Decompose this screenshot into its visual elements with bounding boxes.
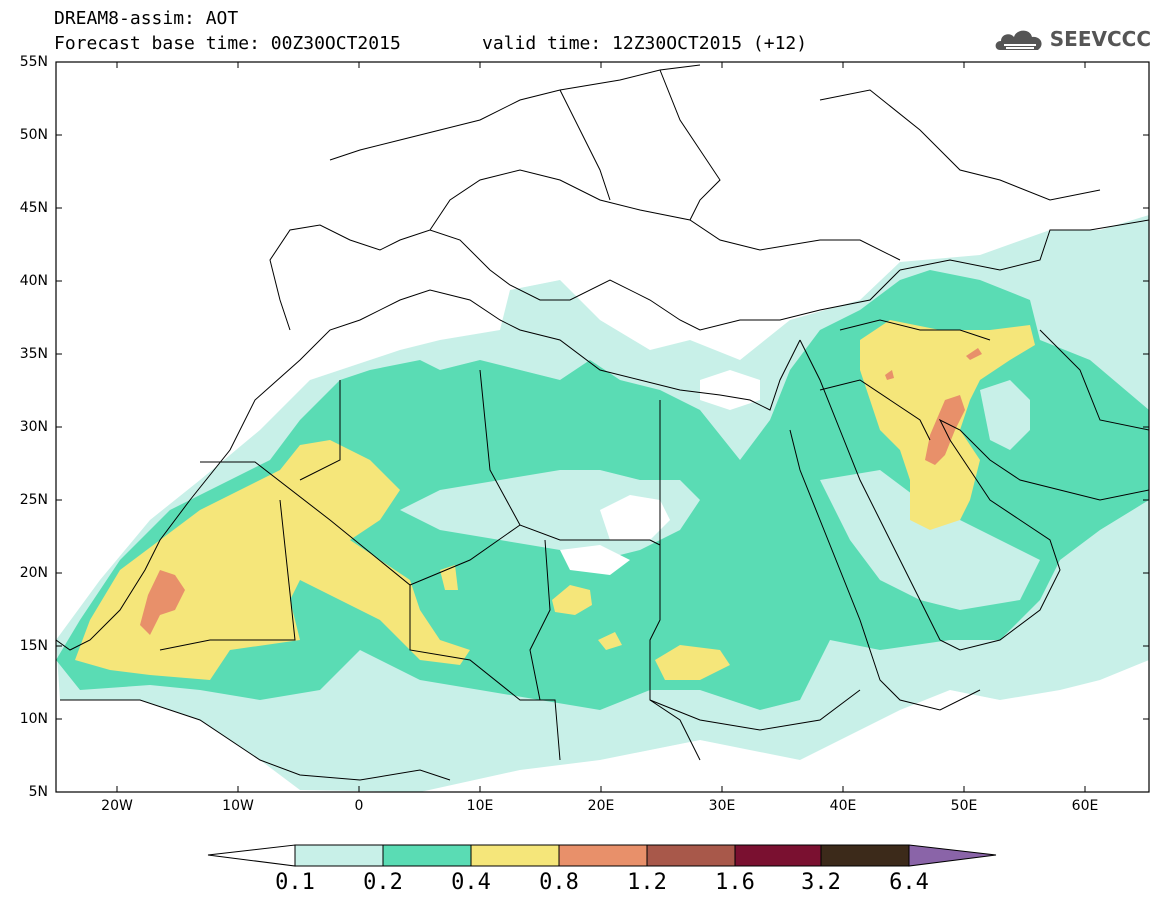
- lon-label: 50E: [950, 798, 978, 814]
- aot-white-patch-1: [600, 495, 670, 540]
- lon-label: 20E: [587, 798, 615, 814]
- border-sahara-3: [409, 585, 561, 761]
- colorbar-low-arrow: [207, 844, 296, 867]
- aot-level-0.8-region-iran: [966, 348, 982, 360]
- colorbar-label: 6.4: [889, 870, 929, 895]
- lat-label: 40N: [19, 273, 48, 289]
- coastline-west-africa: [56, 289, 801, 651]
- border-mideast-4: [1039, 329, 1149, 431]
- lat-label: 55N: [19, 54, 48, 70]
- colorbar-swatch-3.2: [820, 844, 910, 867]
- map-ticks: [56, 61, 1149, 792]
- lon-label: 20W: [101, 798, 133, 814]
- coastline-red-sea: [789, 429, 981, 711]
- colorbar-swatch-0.1: [294, 844, 384, 867]
- border-sahara-2: [159, 499, 296, 651]
- colorbar-label: 3.2: [801, 870, 841, 895]
- lat-label: 35N: [19, 346, 48, 362]
- colorbar-high-arrow: [908, 844, 997, 867]
- coastline-gulf: [799, 339, 1149, 651]
- border-sahara-6: [479, 369, 521, 526]
- border-africa-south: [649, 689, 861, 731]
- colorbar-label: 1.6: [715, 870, 755, 895]
- lat-label: 30N: [19, 419, 48, 435]
- lon-label: 60E: [1071, 798, 1099, 814]
- lon-label: 40E: [829, 798, 857, 814]
- aot-level-0.4-region-sudan: [655, 645, 730, 680]
- aot-level-0.4-region-niger: [440, 565, 458, 590]
- aot-white-patch-2: [700, 370, 760, 410]
- aot-white-patch-3: [560, 545, 630, 575]
- aot-level-0.8-region-syria: [885, 370, 894, 380]
- colorbar-swatch-0.2: [382, 844, 472, 867]
- logo-text: SEEVCCC: [1049, 27, 1151, 51]
- lat-label: 45N: [19, 200, 48, 216]
- lat-label: 25N: [19, 492, 48, 508]
- title-valid-time: valid time: 12Z30OCT2015 (+12): [482, 33, 808, 54]
- coastline-europe: [269, 224, 901, 331]
- aot-fields: [56, 215, 1149, 792]
- lon-label: 30E: [708, 798, 736, 814]
- border-europe-1: [329, 64, 701, 161]
- colorbar-swatch-1.2: [646, 844, 736, 867]
- aot-level-0.4-region-chad: [552, 585, 592, 615]
- colorbar-swatch-0.8: [558, 844, 648, 867]
- seevccc-logo: SEEVCCC: [992, 22, 1151, 56]
- colorbar-label: 0.4: [451, 870, 491, 895]
- border-sahara-1: [200, 461, 661, 586]
- coastlines: [56, 64, 1149, 781]
- colorbar-label: 0.8: [539, 870, 579, 895]
- aot-level-0.8-region-west: [140, 570, 185, 635]
- colorbar-label: 0.1: [275, 870, 315, 895]
- aot-light-patch-3: [980, 380, 1030, 450]
- title-line-1: DREAM8-assim: AOT: [54, 8, 239, 29]
- aot-light-patch-2: [820, 470, 1040, 610]
- lon-label: 10E: [466, 798, 494, 814]
- colorbar-swatch-1.6: [734, 844, 822, 867]
- colorbar-label: 0.2: [363, 870, 403, 895]
- colorbar-label: 1.2: [627, 870, 667, 895]
- border-europe-4: [659, 69, 721, 221]
- title-forecast-base-time: Forecast base time: 00Z30OCT2015: [54, 33, 401, 54]
- cloud-icon: [995, 30, 1042, 50]
- lat-label: 5N: [28, 784, 48, 800]
- border-sahara-4: [529, 539, 551, 701]
- lat-label: 10N: [19, 711, 48, 727]
- lat-label: 15N: [19, 638, 48, 654]
- lat-label: 20N: [19, 565, 48, 581]
- lat-label: 50N: [19, 127, 48, 143]
- coastline-gulf-guinea: [60, 699, 451, 781]
- colorbar-swatch-0.4: [470, 844, 560, 867]
- border-mideast-2: [839, 319, 991, 341]
- border-mideast-3: [899, 219, 1149, 271]
- aot-level-0.4-region-nigeria: [598, 632, 622, 650]
- border-mideast-1: [819, 379, 931, 441]
- lon-label: 10W: [222, 798, 254, 814]
- border-sahara-8: [299, 380, 341, 481]
- colorbar: [207, 844, 997, 867]
- border-europe-2: [429, 169, 901, 261]
- border-europe-3: [559, 89, 611, 201]
- border-europe-5: [819, 89, 1101, 201]
- border-sahara-5: [649, 545, 701, 761]
- aot-level-0.4-region-west: [75, 440, 470, 680]
- lon-label: 0: [354, 798, 364, 814]
